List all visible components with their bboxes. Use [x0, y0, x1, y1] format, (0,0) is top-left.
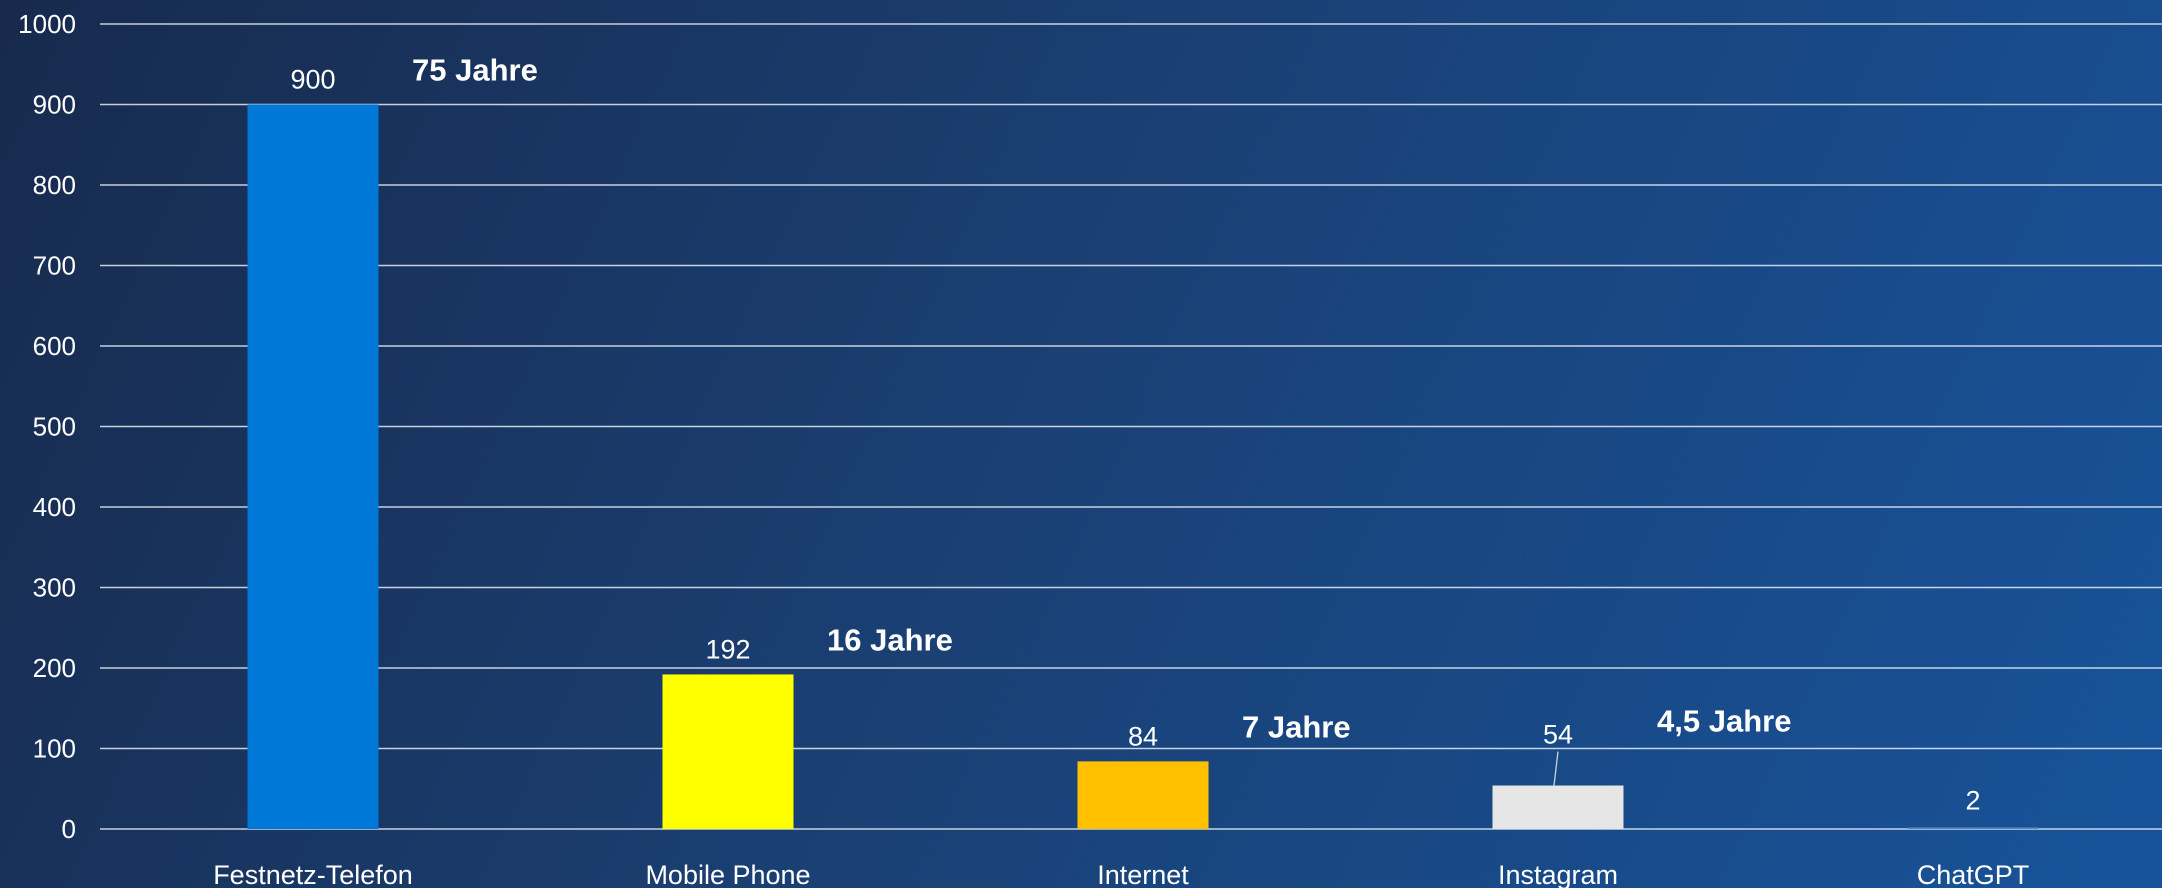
- y-tick-label: 400: [33, 492, 76, 522]
- y-tick-label: 800: [33, 170, 76, 200]
- duration-annotation: 16 Jahre: [827, 622, 953, 657]
- duration-annotation: 7 Jahre: [1242, 709, 1351, 744]
- duration-annotation: 75 Jahre: [412, 53, 538, 88]
- annotations: 75 Jahre 16 Jahre 7 Jahre 4,5 Jahre: [412, 53, 1791, 745]
- value-label: 2: [1965, 785, 1980, 815]
- y-tick-label: 200: [33, 653, 76, 683]
- value-label: 900: [290, 65, 335, 95]
- value-leader-line: [1553, 751, 1559, 786]
- x-category-label: Mobile Phone: [645, 860, 810, 888]
- grid-lines: [100, 23, 2162, 830]
- x-category-label: ChatGPT: [1917, 860, 2030, 888]
- duration-annotation: 4,5 Jahre: [1657, 704, 1791, 739]
- y-tick-label: 1000: [18, 9, 76, 39]
- value-label: 192: [705, 634, 750, 664]
- y-tick-label: 600: [33, 331, 76, 361]
- x-category-label: Festnetz-Telefon: [213, 860, 413, 888]
- y-tick-label: 0: [62, 814, 76, 844]
- x-axis-categories: Festnetz-Telefon Mobile Phone Internet Inst…: [213, 860, 2029, 888]
- bars: [247, 104, 2039, 829]
- y-axis-ticks: 0 100 200 300 400 500 600 700 800 900 1000: [18, 9, 76, 844]
- y-tick-label: 100: [33, 734, 76, 764]
- value-label: 84: [1128, 721, 1158, 751]
- x-category-label: Internet: [1097, 860, 1189, 888]
- bar-festnetz-telefon: [247, 104, 379, 829]
- y-tick-label: 500: [33, 412, 76, 442]
- value-labels: 900 192 84 54 2: [290, 65, 1980, 816]
- bar-instagram: [1492, 785, 1624, 829]
- bar-chatgpt: [1907, 827, 2039, 829]
- y-tick-label: 700: [33, 251, 76, 281]
- y-tick-label: 300: [33, 573, 76, 603]
- bar-internet: [1077, 761, 1209, 829]
- bar-mobile-phone: [662, 674, 794, 829]
- y-tick-label: 900: [33, 90, 76, 120]
- x-category-label: Instagram: [1498, 860, 1618, 888]
- value-label: 54: [1543, 720, 1573, 750]
